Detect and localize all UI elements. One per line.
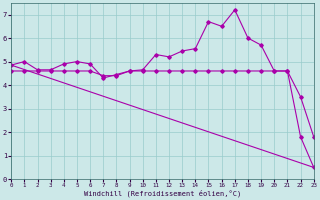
X-axis label: Windchill (Refroidissement éolien,°C): Windchill (Refroidissement éolien,°C)	[84, 190, 241, 197]
